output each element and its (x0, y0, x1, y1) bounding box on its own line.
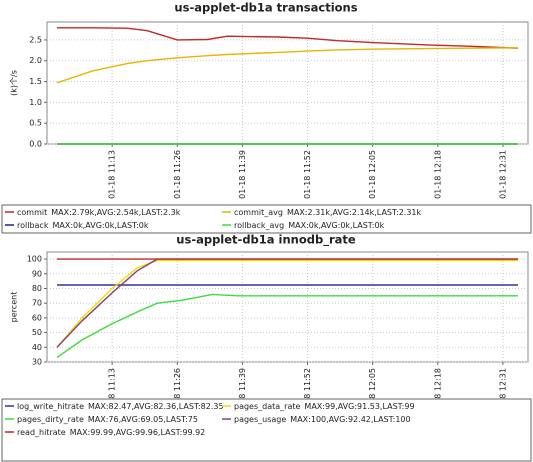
y-tick-label: 50 (32, 328, 42, 337)
legend-name: rollback (17, 221, 49, 230)
x-tick-label: 01-18 11:26 (173, 368, 182, 417)
x-tick-label: 01-18 12:18 (433, 150, 442, 199)
x-tick-label: 01-18 12:31 (498, 150, 507, 199)
x-tick-label: 01-18 12:18 (433, 368, 442, 417)
legend-name: commit_avg (234, 208, 283, 217)
series-line (56, 47, 519, 84)
legend-label: rollback_avg MAX:0k,AVG:0k,LAST:0k (234, 221, 385, 230)
legend-label: commit_avg MAX:2.31k,AVG:2.14k,LAST:2.31k (234, 208, 422, 217)
legend-label: pages_dirty_rate MAX:76,AVG:69.05,LAST:75 (17, 415, 198, 424)
y-axis-label: percent (10, 292, 19, 323)
legend-label: rollback MAX:0k,AVG:0k,LAST:0k (17, 221, 149, 230)
legend-stats: MAX:2.31k,AVG:2.14k,LAST:2.31k (287, 208, 422, 217)
legend-label: pages_usage MAX:100,AVG:92.42,LAST:100 (234, 415, 411, 424)
legend-label: pages_data_rate MAX:99,AVG:91.53,LAST:99 (234, 402, 415, 411)
y-tick-label: 0.5 (29, 119, 42, 128)
y-tick-label: 2.5 (29, 35, 42, 44)
x-tick-label: 01-18 11:13 (108, 150, 117, 199)
y-tick-label: 2.0 (29, 56, 42, 65)
series-line (57, 27, 519, 49)
y-axis-label: (k)个/s (10, 70, 19, 96)
legend-stats: MAX:2.79k,AVG:2.54k,LAST:2.3k (51, 208, 180, 217)
legend-name: pages_usage (234, 415, 286, 424)
x-tick-label: 01-18 11:52 (303, 368, 312, 417)
legend-name: pages_dirty_rate (17, 415, 84, 424)
series-line (56, 259, 518, 348)
x-tick-label: 01-18 12:31 (498, 368, 507, 417)
legend-stats: MAX:0k,AVG:0k,LAST:0k (288, 221, 384, 230)
legend-stats: MAX:99,AVG:91.53,LAST:99 (304, 402, 414, 411)
legend-stats: MAX:76,AVG:69.05,LAST:75 (88, 415, 198, 424)
legend-stats: MAX:100,AVG:92.42,LAST:100 (290, 415, 410, 424)
y-tick-label: 90 (32, 269, 42, 278)
legend-label: read_hitrate MAX:99.99,AVG:99.96,LAST:99.… (17, 428, 205, 437)
legend-name: commit (17, 208, 47, 217)
y-tick-label: 100 (27, 255, 42, 264)
legend-box (1, 204, 532, 234)
legend-name: pages_data_rate (234, 402, 300, 411)
x-tick-label: 01-18 11:39 (238, 150, 247, 199)
y-tick-label: 1.5 (29, 77, 42, 86)
x-tick-label: 01-18 11:13 (108, 368, 117, 417)
legend-stats: MAX:82.47,AVG:82.36,LAST:82.35 (88, 402, 224, 411)
y-tick-label: 80 (32, 284, 42, 293)
legend-name: read_hitrate (17, 428, 66, 437)
x-tick-label: 01-18 11:39 (238, 368, 247, 417)
y-tick-label: 60 (32, 313, 42, 322)
plot-area (46, 251, 529, 363)
chart-title: us-applet-db1a transactions (174, 1, 357, 15)
x-tick-label: 01-18 12:05 (368, 368, 377, 417)
legend-name: rollback_avg (234, 221, 284, 230)
legend-name: log_write_hitrate (17, 402, 84, 411)
y-tick-label: 70 (32, 299, 42, 308)
x-tick-label: 01-18 11:52 (303, 150, 312, 199)
x-tick-label: 01-18 11:26 (173, 150, 182, 199)
y-tick-label: 40 (32, 343, 42, 352)
x-tick-label: 01-18 12:05 (368, 150, 377, 199)
legend-box (1, 398, 532, 462)
legend-stats: MAX:0k,AVG:0k,LAST:0k (52, 221, 148, 230)
chart-title: us-applet-db1a innodb_rate (176, 233, 356, 248)
series-line (56, 293, 518, 359)
legend-stats: MAX:99.99,AVG:99.96,LAST:99.92 (70, 428, 206, 437)
legend-label: log_write_hitrate MAX:82.47,AVG:82.36,LAS… (17, 402, 224, 411)
y-tick-label: 0.0 (29, 140, 42, 149)
legend-label: commit MAX:2.79k,AVG:2.54k,LAST:2.3k (17, 208, 181, 217)
y-tick-label: 1.0 (29, 98, 42, 107)
y-tick-label: 30 (32, 358, 42, 367)
